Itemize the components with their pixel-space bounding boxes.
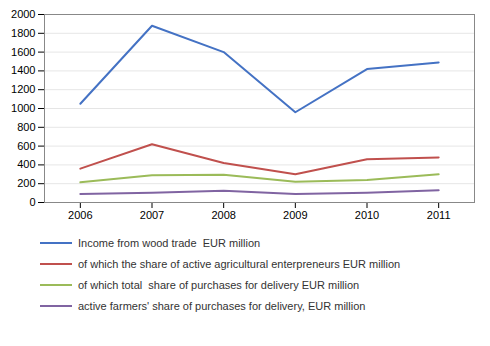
svg-text:1000: 1000 xyxy=(11,102,35,114)
html-text:Income from wood trade EUR mil: Income from wood trade EUR million xyxy=(78,236,261,249)
html-text:of which the share of active a: of which the share of active agricultura… xyxy=(78,257,401,270)
svg-text:1800: 1800 xyxy=(11,27,35,39)
svg-text:2011: 2011 xyxy=(427,209,451,221)
html-text:active farmers' share of purch: active farmers' share of purchases for d… xyxy=(78,299,366,312)
svg-text:200: 200 xyxy=(17,177,35,189)
html-text:of which total share of purcha: of which total share of purchases for de… xyxy=(78,278,360,291)
svg-text:1400: 1400 xyxy=(11,64,35,76)
svg-text:800: 800 xyxy=(17,121,35,133)
svg-text:2007: 2007 xyxy=(140,209,164,221)
svg-text:1200: 1200 xyxy=(11,83,35,95)
svg-text:0: 0 xyxy=(29,196,35,208)
svg-text:400: 400 xyxy=(17,158,35,170)
svg-text:1600: 1600 xyxy=(11,46,35,58)
svg-text:2009: 2009 xyxy=(283,209,307,221)
svg-text:2010: 2010 xyxy=(355,209,379,221)
svg-text:2006: 2006 xyxy=(68,209,92,221)
svg-text:2000: 2000 xyxy=(11,8,35,20)
svg-text:2008: 2008 xyxy=(211,209,235,221)
svg-text:600: 600 xyxy=(17,140,35,152)
